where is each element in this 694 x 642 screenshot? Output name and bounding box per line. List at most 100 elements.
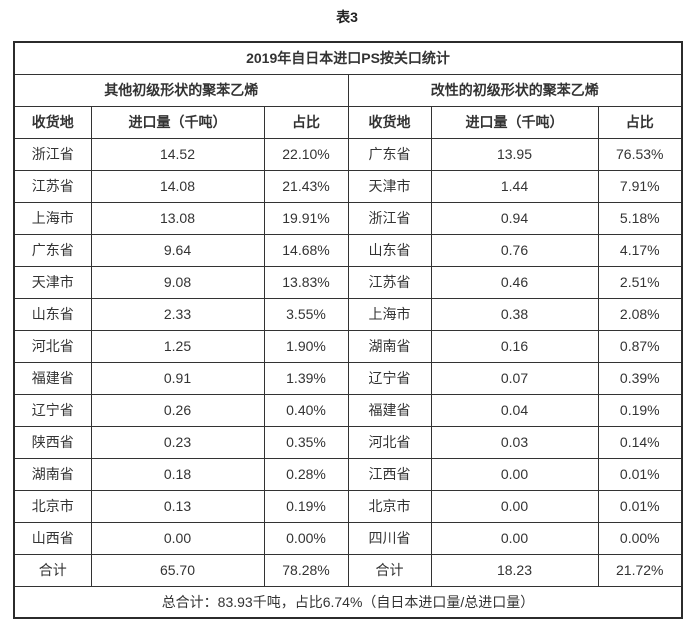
left-region-cell: 山东省: [13, 297, 92, 331]
left-volume-cell: 1.25: [90, 329, 265, 363]
right-volume-cell: 0.00: [430, 457, 599, 491]
group-header-left: 其他初级形状的聚苯乙烯: [13, 73, 349, 107]
left-share-cell: 0.19%: [263, 489, 349, 523]
total-left-share-cell: 78.28%: [263, 553, 349, 587]
right-region-cell: 广东省: [347, 137, 432, 171]
col-header-volume-left: 进口量（千吨）: [90, 105, 265, 139]
right-volume-cell: 0.00: [430, 521, 599, 555]
left-region-cell: 北京市: [13, 489, 92, 523]
table-caption: 2019年自日本进口PS按关口统计: [13, 41, 683, 75]
left-share-cell: 13.83%: [263, 265, 349, 299]
right-volume-cell: 0.07: [430, 361, 599, 395]
table-row: 广东省 9.64 14.68% 山东省 0.76 4.17%: [13, 233, 683, 267]
left-share-cell: 3.55%: [263, 297, 349, 331]
left-volume-cell: 0.91: [90, 361, 265, 395]
left-share-cell: 0.40%: [263, 393, 349, 427]
left-share-cell: 19.91%: [263, 201, 349, 235]
left-volume-cell: 9.08: [90, 265, 265, 299]
left-volume-cell: 0.26: [90, 393, 265, 427]
col-header-region-right: 收货地: [347, 105, 432, 139]
right-volume-cell: 0.94: [430, 201, 599, 235]
left-share-cell: 22.10%: [263, 137, 349, 171]
left-volume-cell: 9.64: [90, 233, 265, 267]
right-share-cell: 2.08%: [597, 297, 683, 331]
left-region-cell: 山西省: [13, 521, 92, 555]
table-row: 浙江省 14.52 22.10% 广东省 13.95 76.53%: [13, 137, 683, 171]
table-row: 福建省 0.91 1.39% 辽宁省 0.07 0.39%: [13, 361, 683, 395]
right-share-cell: 5.18%: [597, 201, 683, 235]
group-header-right: 改性的初级形状的聚苯乙烯: [347, 73, 683, 107]
right-volume-cell: 0.04: [430, 393, 599, 427]
total-row: 合计 65.70 78.28% 合计 18.23 21.72%: [13, 553, 683, 587]
left-region-cell: 天津市: [13, 265, 92, 299]
left-region-cell: 辽宁省: [13, 393, 92, 427]
left-volume-cell: 0.23: [90, 425, 265, 459]
left-share-cell: 1.39%: [263, 361, 349, 395]
table-row: 上海市 13.08 19.91% 浙江省 0.94 5.18%: [13, 201, 683, 235]
right-volume-cell: 0.03: [430, 425, 599, 459]
right-share-cell: 0.01%: [597, 489, 683, 523]
total-right-share-cell: 21.72%: [597, 553, 683, 587]
left-volume-cell: 0.18: [90, 457, 265, 491]
right-region-cell: 天津市: [347, 169, 432, 203]
right-volume-cell: 0.46: [430, 265, 599, 299]
grand-total-note: 总合计：83.93千吨，占比6.74%（自日本进口量/总进口量）: [13, 585, 683, 619]
table-row: 陕西省 0.23 0.35% 河北省 0.03 0.14%: [13, 425, 683, 459]
table-body: 浙江省 14.52 22.10% 广东省 13.95 76.53% 江苏省 14.08 21.4…: [13, 137, 683, 587]
page-title: 表3: [336, 9, 358, 25]
left-volume-cell: 14.08: [90, 169, 265, 203]
right-region-cell: 辽宁省: [347, 361, 432, 395]
total-right-volume-cell: 18.23: [430, 553, 599, 587]
left-region-cell: 上海市: [13, 201, 92, 235]
left-volume-cell: 0.00: [90, 521, 265, 555]
right-share-cell: 0.00%: [597, 521, 683, 555]
left-region-cell: 江苏省: [13, 169, 92, 203]
col-header-volume-right: 进口量（千吨）: [430, 105, 599, 139]
right-volume-cell: 1.44: [430, 169, 599, 203]
right-share-cell: 76.53%: [597, 137, 683, 171]
left-region-cell: 广东省: [13, 233, 92, 267]
right-region-cell: 河北省: [347, 425, 432, 459]
left-volume-cell: 14.52: [90, 137, 265, 171]
right-region-cell: 四川省: [347, 521, 432, 555]
table-row: 山东省 2.33 3.55% 上海市 0.38 2.08%: [13, 297, 683, 331]
total-left-volume-cell: 65.70: [90, 553, 265, 587]
right-share-cell: 0.19%: [597, 393, 683, 427]
left-share-cell: 0.00%: [263, 521, 349, 555]
right-share-cell: 2.51%: [597, 265, 683, 299]
left-region-cell: 福建省: [13, 361, 92, 395]
table-row: 辽宁省 0.26 0.40% 福建省 0.04 0.19%: [13, 393, 683, 427]
right-region-cell: 山东省: [347, 233, 432, 267]
left-region-cell: 陕西省: [13, 425, 92, 459]
left-region-cell: 湖南省: [13, 457, 92, 491]
left-region-cell: 浙江省: [13, 137, 92, 171]
right-region-cell: 江西省: [347, 457, 432, 491]
table-row: 天津市 9.08 13.83% 江苏省 0.46 2.51%: [13, 265, 683, 299]
right-share-cell: 7.91%: [597, 169, 683, 203]
right-share-cell: 0.87%: [597, 329, 683, 363]
caption-row: 2019年自日本进口PS按关口统计: [13, 41, 683, 75]
col-header-region-left: 收货地: [13, 105, 92, 139]
right-share-cell: 0.14%: [597, 425, 683, 459]
table-row: 湖南省 0.18 0.28% 江西省 0.00 0.01%: [13, 457, 683, 491]
left-volume-cell: 2.33: [90, 297, 265, 331]
left-share-cell: 0.35%: [263, 425, 349, 459]
left-share-cell: 14.68%: [263, 233, 349, 267]
column-header-row: 收货地 进口量（千吨） 占比 收货地 进口量（千吨） 占比: [13, 105, 683, 139]
footer-row: 总合计：83.93千吨，占比6.74%（自日本进口量/总进口量）: [13, 585, 683, 619]
right-share-cell: 0.01%: [597, 457, 683, 491]
right-volume-cell: 0.38: [430, 297, 599, 331]
col-header-share-right: 占比: [597, 105, 683, 139]
right-share-cell: 4.17%: [597, 233, 683, 267]
right-region-cell: 福建省: [347, 393, 432, 427]
group-header-row: 其他初级形状的聚苯乙烯 改性的初级形状的聚苯乙烯: [13, 73, 683, 107]
left-volume-cell: 13.08: [90, 201, 265, 235]
total-right-region-cell: 合计: [347, 553, 432, 587]
total-left-region-cell: 合计: [13, 553, 92, 587]
table-row: 江苏省 14.08 21.43% 天津市 1.44 7.91%: [13, 169, 683, 203]
left-share-cell: 1.90%: [263, 329, 349, 363]
import-stats-table: 2019年自日本进口PS按关口统计 其他初级形状的聚苯乙烯 改性的初级形状的聚苯…: [13, 41, 684, 619]
right-share-cell: 0.39%: [597, 361, 683, 395]
right-volume-cell: 0.76: [430, 233, 599, 267]
right-volume-cell: 13.95: [430, 137, 599, 171]
